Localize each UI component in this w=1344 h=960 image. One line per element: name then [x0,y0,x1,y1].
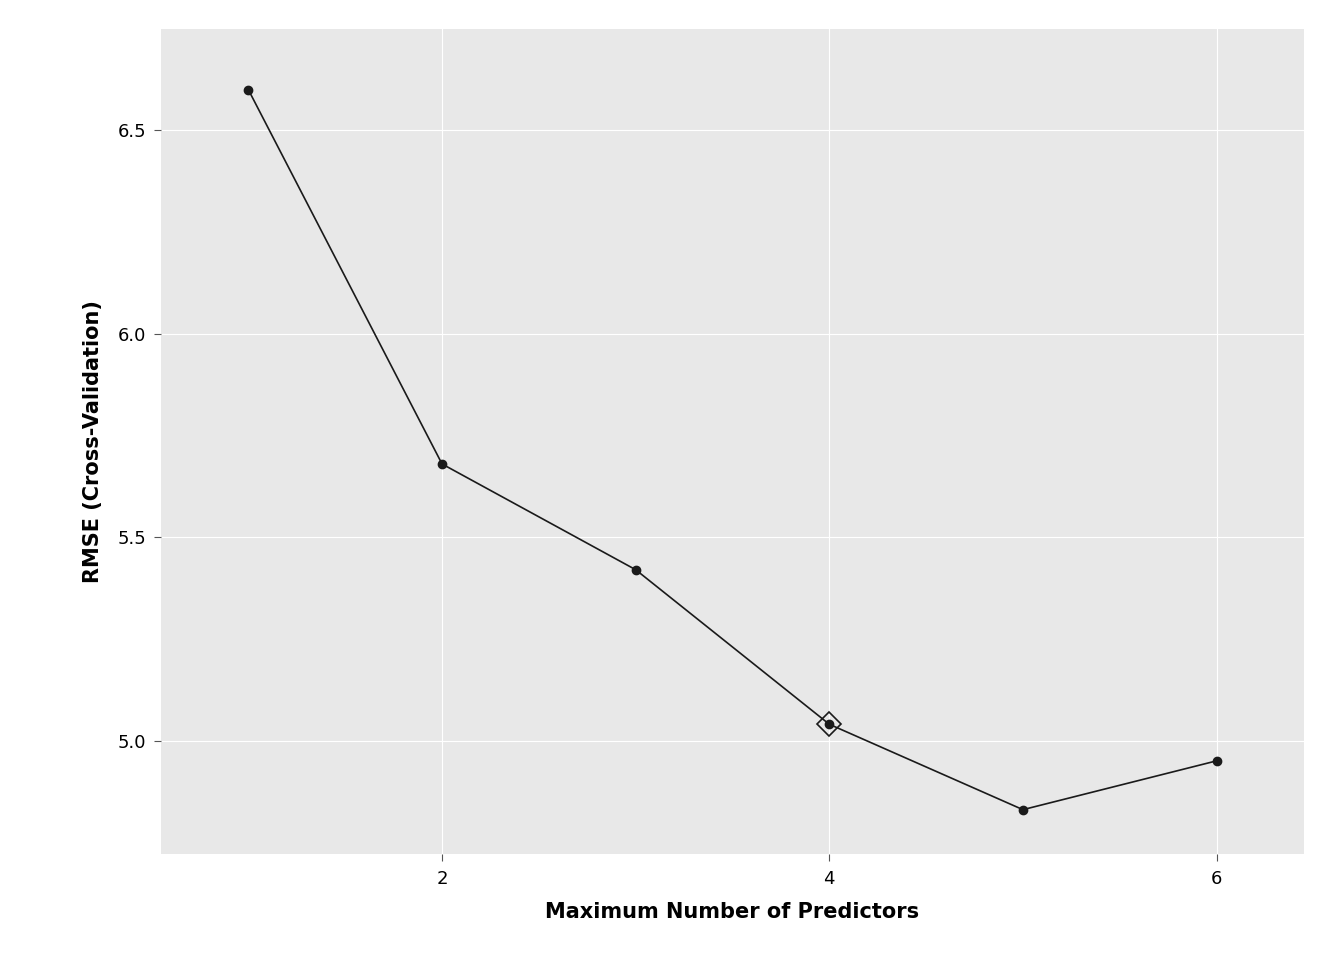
Y-axis label: RMSE (Cross-Validation): RMSE (Cross-Validation) [83,300,103,583]
X-axis label: Maximum Number of Predictors: Maximum Number of Predictors [546,901,919,922]
